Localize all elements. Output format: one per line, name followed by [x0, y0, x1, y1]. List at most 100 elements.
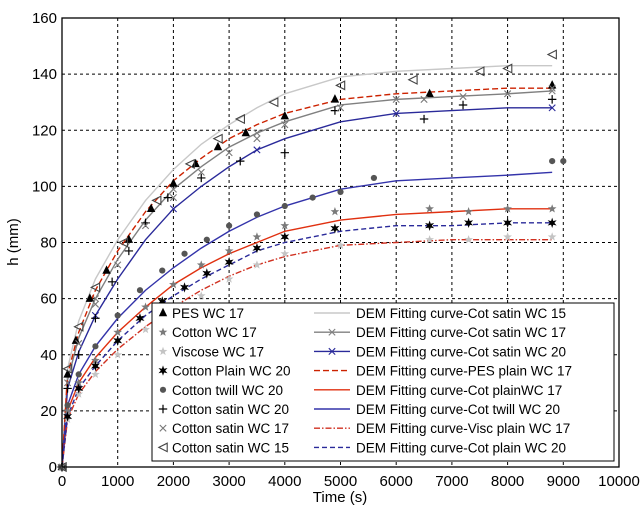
data-point	[280, 249, 290, 258]
data-point	[425, 220, 435, 231]
data-point	[74, 378, 84, 387]
data-point	[196, 260, 206, 269]
legend-entry-label: DEM Fitting curve-PES plain WC 17	[356, 364, 572, 379]
data-point	[63, 411, 73, 422]
data-point	[225, 149, 233, 157]
x-tick-label: 5000	[324, 473, 357, 490]
data-point	[548, 84, 556, 92]
y-axis-label: h (mm)	[5, 218, 22, 266]
data-point	[549, 158, 556, 165]
data-point	[407, 74, 418, 85]
x-tick-label: 6000	[380, 473, 413, 490]
x-axis-label: Time (s)	[313, 489, 367, 506]
data-point	[89, 282, 101, 293]
data-point	[281, 121, 289, 129]
data-point	[163, 193, 173, 202]
data-point	[114, 261, 122, 269]
data-point	[459, 92, 467, 101]
y-tick-label: 120	[32, 122, 57, 139]
legend-marker	[157, 442, 168, 453]
fit-curve-marker	[253, 129, 261, 137]
data-point	[370, 174, 378, 182]
data-point	[73, 321, 84, 332]
data-point	[280, 148, 289, 157]
data-point	[336, 104, 345, 112]
legend-marker	[158, 327, 168, 336]
data-point	[197, 168, 205, 176]
data-point	[91, 300, 100, 308]
y-tick-label: 100	[32, 178, 57, 195]
data-point	[337, 188, 344, 196]
data-point	[180, 282, 190, 293]
legend-entry-label: Cotton satin WC 20	[172, 402, 289, 417]
data-point	[425, 235, 434, 244]
legend-marker	[159, 424, 167, 432]
data-point	[62, 363, 73, 374]
legend-entry-label: DEM Fitting curve-Cot plainWC 17	[356, 383, 562, 398]
data-point	[113, 350, 123, 359]
fit-curve-group	[61, 87, 556, 468]
legend-box	[151, 302, 615, 462]
legend-entry-label: DEM Fitting curve-Cot satin WC 17	[356, 325, 566, 340]
plot-frame	[61, 17, 620, 468]
legend-marker	[159, 386, 167, 393]
fit-curve-marker	[392, 109, 400, 118]
data-point	[159, 267, 166, 274]
data-point	[560, 158, 567, 165]
data-point	[252, 260, 262, 269]
legend-marker	[158, 365, 168, 376]
data-point	[75, 339, 83, 348]
legend-entry-label: Cotton WC 17	[172, 325, 257, 340]
data-point	[75, 371, 82, 378]
fit-curve-line	[61, 107, 553, 468]
data-point	[212, 133, 223, 144]
data-point	[420, 95, 428, 103]
data-point	[202, 268, 212, 279]
data-point	[280, 111, 289, 120]
data-point	[141, 324, 150, 334]
data-point	[151, 195, 162, 206]
legend-entry-label: DEM Fitting curve-Cot plain WC 20	[356, 440, 566, 455]
data-point	[547, 204, 557, 213]
data-point	[241, 127, 251, 137]
data-point	[464, 235, 473, 244]
fit-curve-line	[61, 171, 553, 468]
legend-entry-label: Cotton satin WC 15	[172, 440, 289, 455]
x-tick-label: 9000	[547, 473, 580, 490]
data-point	[502, 63, 513, 74]
data-point	[330, 94, 340, 103]
data-point	[91, 355, 100, 365]
legend-entry-label: DEM Fitting curve-Cot satin WC 20	[356, 344, 566, 359]
data-point	[196, 291, 206, 300]
data-point	[107, 277, 117, 286]
fit-curve-marker	[169, 205, 177, 213]
legend: PES WC 17 Cotton WC 17 Viscose WC 17 Cotton…	[151, 302, 615, 462]
data-point	[503, 204, 512, 213]
data-point	[268, 97, 279, 108]
data-point	[117, 237, 129, 248]
fit-curve-marker	[548, 104, 556, 112]
data-point	[224, 246, 234, 255]
data-point	[464, 207, 473, 216]
data-point	[191, 158, 200, 168]
fit-curve-marker	[392, 95, 400, 103]
data-point	[197, 173, 206, 183]
data-point	[280, 231, 290, 243]
fit-curve-line	[61, 238, 553, 468]
data-point	[419, 114, 429, 124]
data-point	[281, 202, 288, 210]
series-layer	[56, 49, 567, 473]
data-point	[547, 232, 557, 241]
legend-entry-label: Cotton Plain WC 20	[172, 364, 291, 379]
data-point	[504, 90, 512, 98]
data-point	[91, 369, 100, 379]
data-point	[503, 217, 513, 229]
data-point	[234, 113, 245, 125]
legend-marker	[158, 307, 168, 317]
fit-curve-group	[61, 238, 553, 468]
x-tick-label: 3000	[212, 473, 245, 490]
data-point	[63, 369, 72, 378]
data-point	[102, 265, 111, 274]
data-point	[74, 383, 84, 394]
